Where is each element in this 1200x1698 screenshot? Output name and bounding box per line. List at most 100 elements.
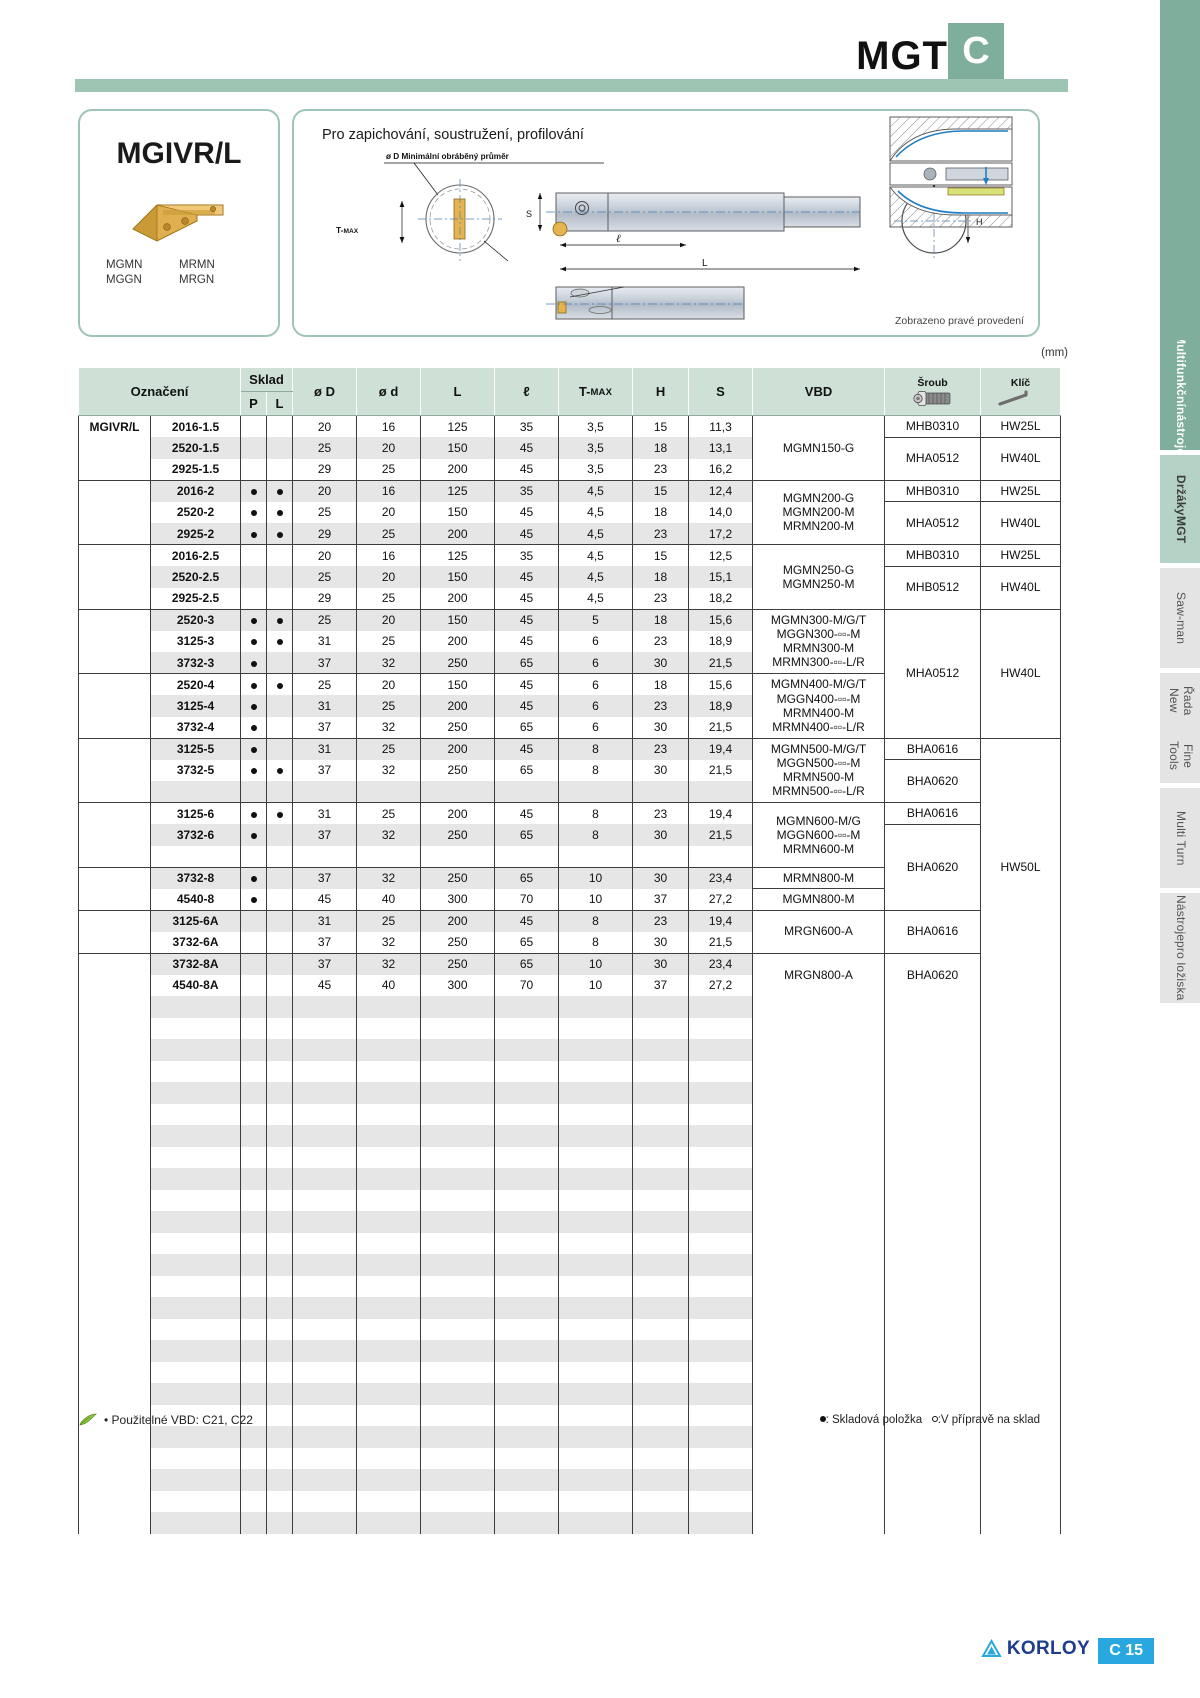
- cell-stock-l: [266, 845, 294, 867]
- cell-tmax: 5: [558, 608, 634, 631]
- cell-vbd-empty: [752, 1060, 886, 1082]
- side-tab-3[interactable]: Řada New Fine Tools: [1160, 673, 1200, 783]
- cell-stock-l: [266, 1168, 294, 1190]
- cell-screw: MHA0512: [884, 501, 982, 545]
- cell-stock-p: [240, 1039, 268, 1061]
- cell-l-small: [494, 1361, 560, 1383]
- usable-insert-note: • Použitelné VBD: C21, C22: [78, 1413, 253, 1427]
- series-label: [78, 608, 151, 631]
- cell-stock-l: [266, 909, 294, 932]
- cell-tmax: [558, 1426, 634, 1448]
- cell-l-small: 70: [494, 974, 560, 996]
- cell-stock-p: [240, 1082, 268, 1104]
- cell-S: [688, 1318, 754, 1340]
- cell-key-empty: [980, 1017, 1062, 1039]
- cell-od-small: [356, 1404, 422, 1426]
- stock-dot-icon: [250, 768, 257, 775]
- cell-tmax: [558, 1168, 634, 1190]
- cell-od-small: [356, 1060, 422, 1082]
- cell-stock-p: [240, 1318, 268, 1340]
- s-label: S: [526, 209, 532, 219]
- cell-S: 18,9: [688, 695, 754, 717]
- table-row: [78, 845, 1061, 867]
- legend-stock-text: : Skladová položka: [825, 1414, 923, 1426]
- side-tab-1[interactable]: Držáky MGT: [1160, 455, 1200, 563]
- cell-tmax: 4,5: [558, 479, 634, 502]
- cell-screw-empty: [884, 1039, 982, 1061]
- table-row: 4540-8A 45 40 300 70 10 37 27,2: [78, 974, 1061, 996]
- cell-vbd-empty: [752, 1168, 886, 1190]
- cell-designation: [149, 1146, 242, 1168]
- series-label: [78, 845, 151, 867]
- cell-L: 250: [420, 716, 496, 738]
- cell-designation: [149, 1426, 242, 1448]
- cell-l-small: [494, 1318, 560, 1340]
- cell-L: [420, 1254, 496, 1276]
- cell-stock-l: [266, 608, 294, 631]
- cell-designation: 2520-4: [149, 673, 242, 695]
- cell-tmax: 4,5: [558, 523, 634, 545]
- cell-screw-empty: [884, 1232, 982, 1254]
- table-row: [78, 1082, 1062, 1104]
- cell-H: 18: [632, 501, 690, 523]
- cell-od-small: 20: [356, 673, 422, 695]
- cell-od-big: [292, 1168, 358, 1190]
- table-row: 3125-6 31 25 200 45 8 23 19,4 MGMN600-M/G MGGN600…: [78, 802, 1061, 867]
- cell-stock-p: [240, 695, 268, 717]
- cell-key-empty: [980, 1039, 1062, 1061]
- table-row: [78, 1125, 1062, 1147]
- cell-S: [688, 845, 754, 867]
- side-tab-5[interactable]: Nástroje pro ložiska: [1160, 893, 1200, 1003]
- cell-od-small: 32: [356, 652, 422, 674]
- cell-H: 30: [632, 716, 690, 738]
- cell-screw-empty: [884, 1254, 982, 1276]
- cell-H: [632, 996, 690, 1018]
- cell-stock-l: [266, 931, 294, 953]
- cell-H: [632, 1361, 690, 1383]
- cell-vbd-empty: [752, 1125, 886, 1147]
- allen-key-icon: [997, 389, 1028, 406]
- cell-key-empty: [980, 1168, 1062, 1190]
- side-tab-2[interactable]: Saw-man: [1160, 568, 1200, 668]
- cell-tmax: 6: [558, 716, 634, 738]
- cell-S: [688, 1232, 754, 1254]
- cell-l-small: [494, 781, 560, 803]
- cell-l-small: [494, 1232, 560, 1254]
- cell-od-small: 32: [356, 931, 422, 953]
- cell-od-small: 25: [356, 630, 422, 652]
- table-row: [78, 781, 1061, 803]
- cell-od-small: [356, 1232, 422, 1254]
- series-label: [78, 652, 151, 674]
- cell-S: [688, 1103, 754, 1125]
- side-tab-4[interactable]: Multi Turn: [1160, 788, 1200, 888]
- cell-od-big: [292, 1254, 358, 1276]
- side-tab-0[interactable]: Multifunkční nástroje: [1160, 334, 1200, 456]
- cell-L: 200: [420, 523, 496, 545]
- cell-designation: [149, 1103, 242, 1125]
- cell-screw: BHA0620: [884, 823, 982, 910]
- cell-S: 14,0: [688, 501, 754, 523]
- cell-stock-p: [240, 1383, 268, 1405]
- diagram-caption: Pro zapichování, soustružení, profilován…: [322, 127, 584, 143]
- cell-tmax: 8: [558, 737, 634, 760]
- cell-stock-p: [240, 1103, 268, 1125]
- cell-S: 13,1: [688, 437, 754, 459]
- legend-filled-dot: [819, 1416, 826, 1422]
- cell-stock-l: [266, 781, 294, 803]
- table-row: [78, 1447, 1062, 1469]
- series-label: [78, 501, 151, 523]
- cell-H: 37: [632, 888, 690, 910]
- cell-l-small: 65: [494, 716, 560, 738]
- cell-od-small: [356, 1490, 422, 1512]
- cell-tmax: 6: [558, 630, 634, 652]
- cell-H: [632, 1340, 690, 1362]
- cell-l-small: [494, 1168, 560, 1190]
- cell-L: 125: [420, 415, 496, 437]
- cell-key: HW40L: [980, 565, 1062, 609]
- cell-S: 21,5: [688, 824, 754, 846]
- cell-l-small: [494, 1404, 560, 1426]
- stock-dot-icon: [250, 747, 257, 753]
- table-row: [78, 1383, 1062, 1405]
- cell-od-big: 31: [292, 737, 358, 760]
- header-rule: [75, 79, 1068, 92]
